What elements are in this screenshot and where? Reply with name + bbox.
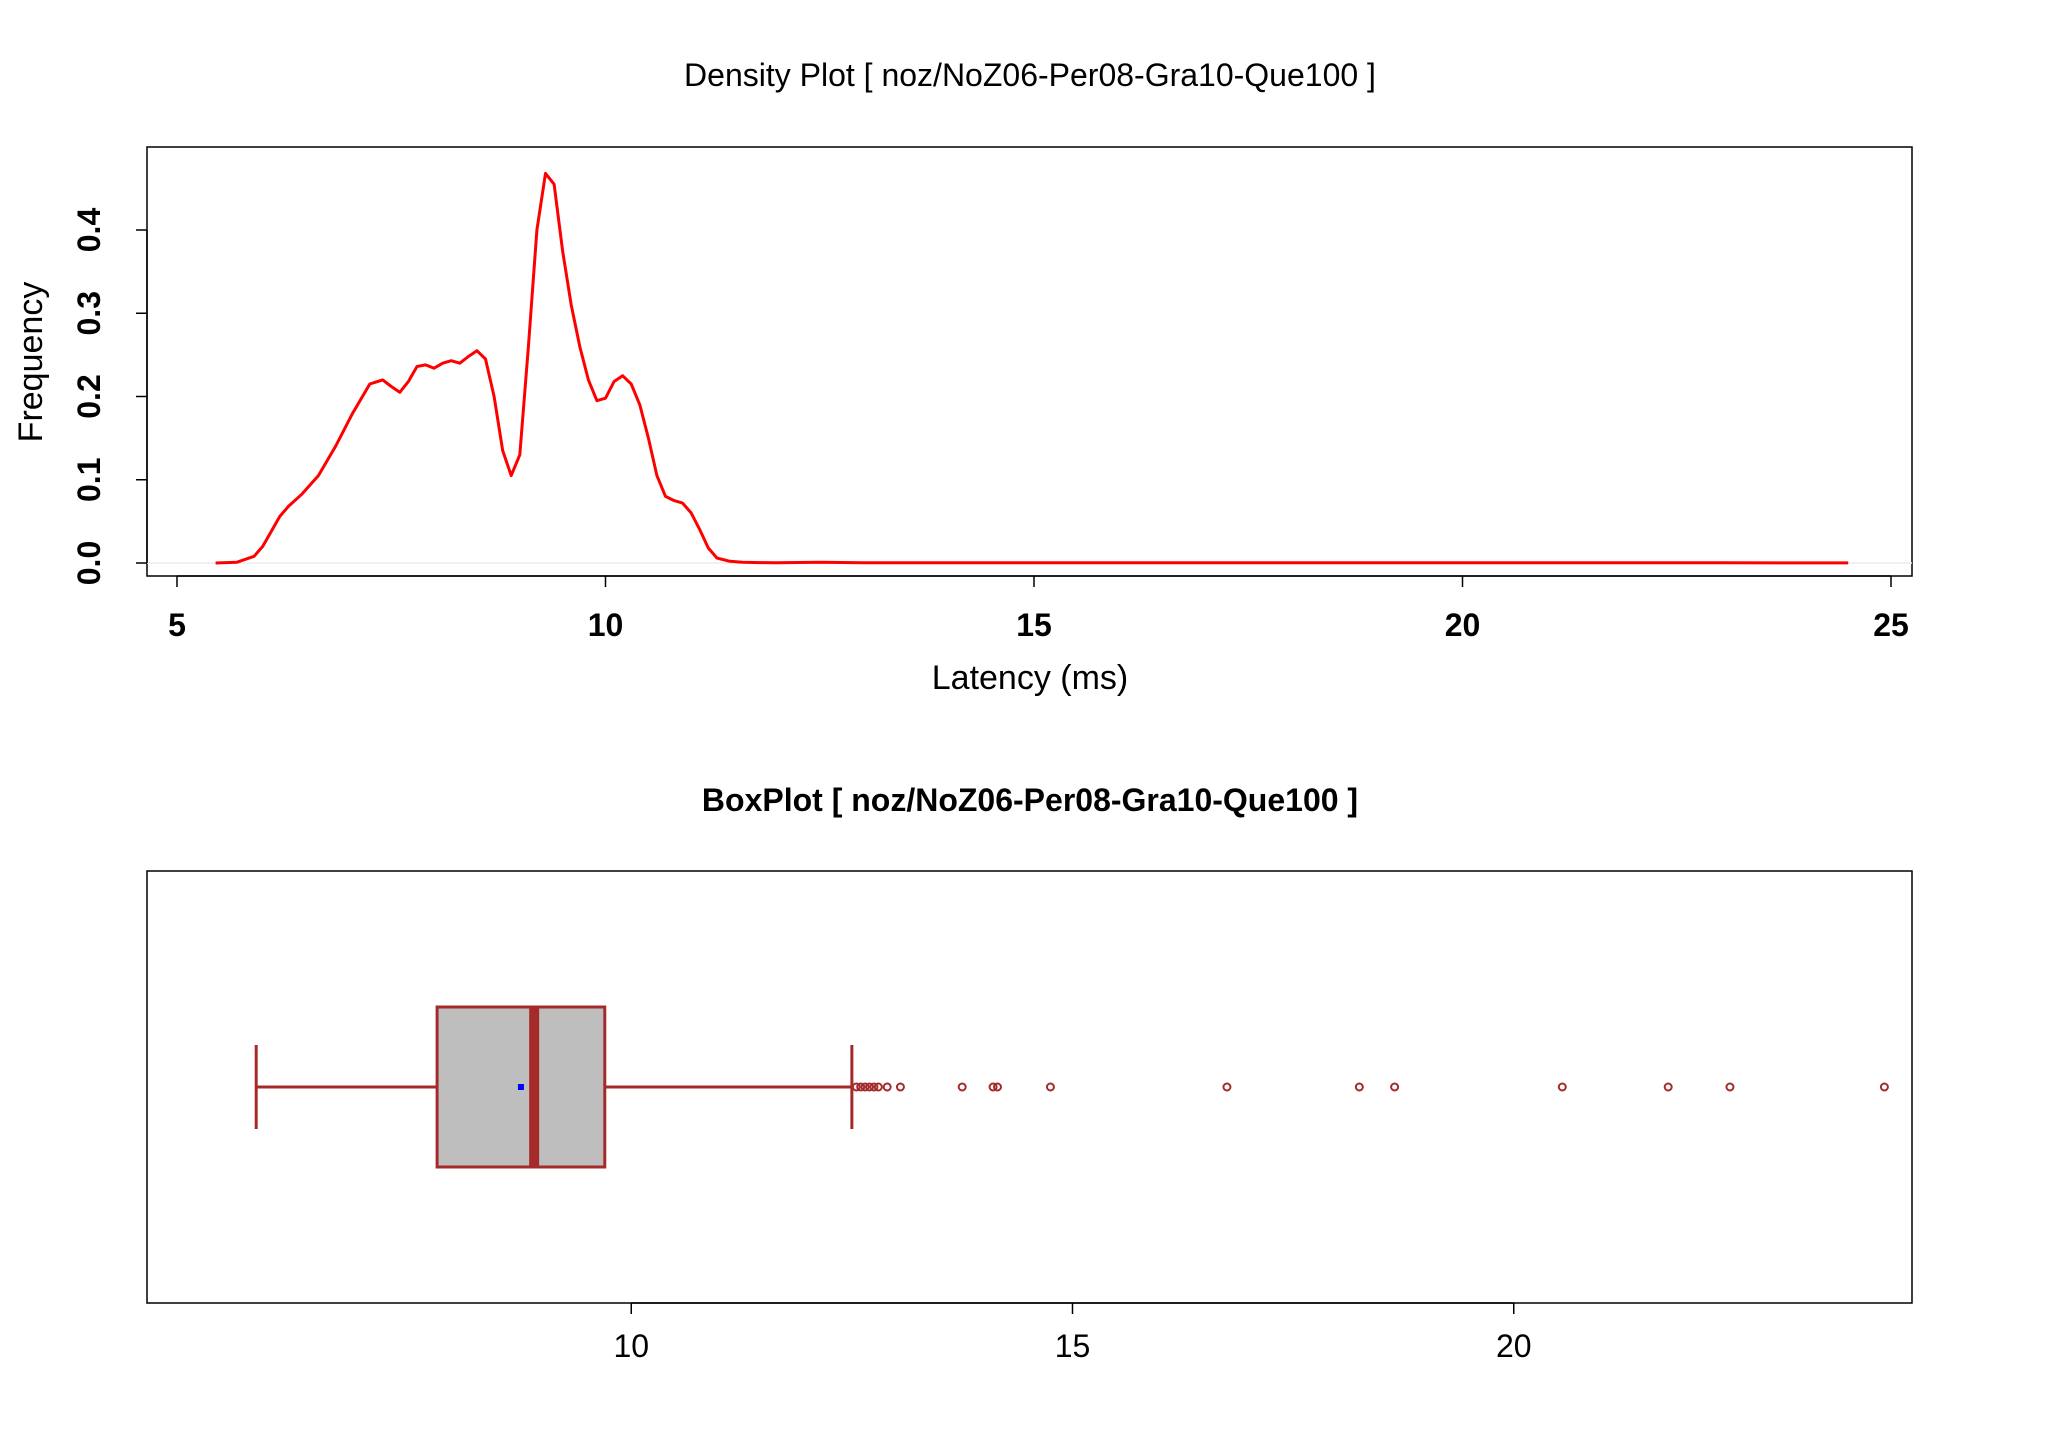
outlier-point bbox=[895, 1082, 905, 1092]
density-title: Density Plot [ noz/NoZ06-Per08-Gra10-Que… bbox=[684, 57, 1376, 93]
density-y-axis: 0.0 0.1 0.2 0.3 0.4 bbox=[71, 208, 148, 585]
outlier-point bbox=[851, 1082, 861, 1092]
outlier-point bbox=[865, 1082, 875, 1092]
outlier-point bbox=[988, 1082, 998, 1092]
density-x-tick-label: 25 bbox=[1873, 607, 1909, 643]
mean-marker bbox=[517, 1084, 524, 1090]
outlier-point bbox=[992, 1082, 1002, 1092]
outlier-point bbox=[856, 1082, 866, 1092]
outlier-point bbox=[1390, 1082, 1400, 1092]
outlier-point bbox=[882, 1082, 892, 1092]
outlier-point bbox=[1354, 1082, 1364, 1092]
density-plot: Density Plot [ noz/NoZ06-Per08-Gra10-Que… bbox=[12, 57, 1913, 697]
density-line bbox=[215, 171, 1849, 565]
density-y-label: Frequency bbox=[12, 282, 50, 443]
outlier-point bbox=[860, 1082, 870, 1092]
outlier-point bbox=[957, 1082, 967, 1092]
box-plot: BoxPlot [ noz/NoZ06-Per08-Gra10-Que100 ]… bbox=[146, 782, 1913, 1364]
outlier-point bbox=[1879, 1082, 1889, 1092]
density-y-tick-label: 0.4 bbox=[71, 208, 107, 253]
outlier-point bbox=[1557, 1082, 1567, 1092]
boxplot-x-tick-label: 20 bbox=[1496, 1328, 1532, 1364]
density-x-tick-label: 15 bbox=[1016, 607, 1052, 643]
boxplot-x-tick-label: 15 bbox=[1055, 1328, 1091, 1364]
outlier-point bbox=[1663, 1082, 1673, 1092]
density-y-tick-label: 0.3 bbox=[71, 291, 107, 335]
density-x-tick-label: 10 bbox=[588, 607, 624, 643]
outlier-point bbox=[869, 1082, 879, 1092]
boxplot-x-axis: 10 15 20 bbox=[613, 1302, 1532, 1364]
density-y-tick-label: 0.2 bbox=[71, 374, 107, 418]
density-x-label: Latency (ms) bbox=[932, 659, 1129, 697]
density-y-tick-label: 0.0 bbox=[71, 541, 107, 585]
boxplot-x-tick-label: 10 bbox=[613, 1328, 649, 1364]
density-x-tick-label: 5 bbox=[168, 607, 186, 643]
density-y-tick-label: 0.1 bbox=[71, 458, 107, 502]
outlier-point bbox=[1045, 1082, 1055, 1092]
boxplot-title: BoxPlot [ noz/NoZ06-Per08-Gra10-Que100 ] bbox=[702, 782, 1358, 818]
outlier-point bbox=[1222, 1082, 1232, 1092]
boxplot-marks bbox=[254, 1005, 1889, 1169]
outlier-point bbox=[1725, 1082, 1735, 1092]
density-plot-frame bbox=[146, 146, 1913, 577]
density-x-axis: 5 10 15 20 25 bbox=[168, 575, 1909, 643]
outlier-point bbox=[873, 1082, 883, 1092]
density-x-tick-label: 20 bbox=[1445, 607, 1481, 643]
